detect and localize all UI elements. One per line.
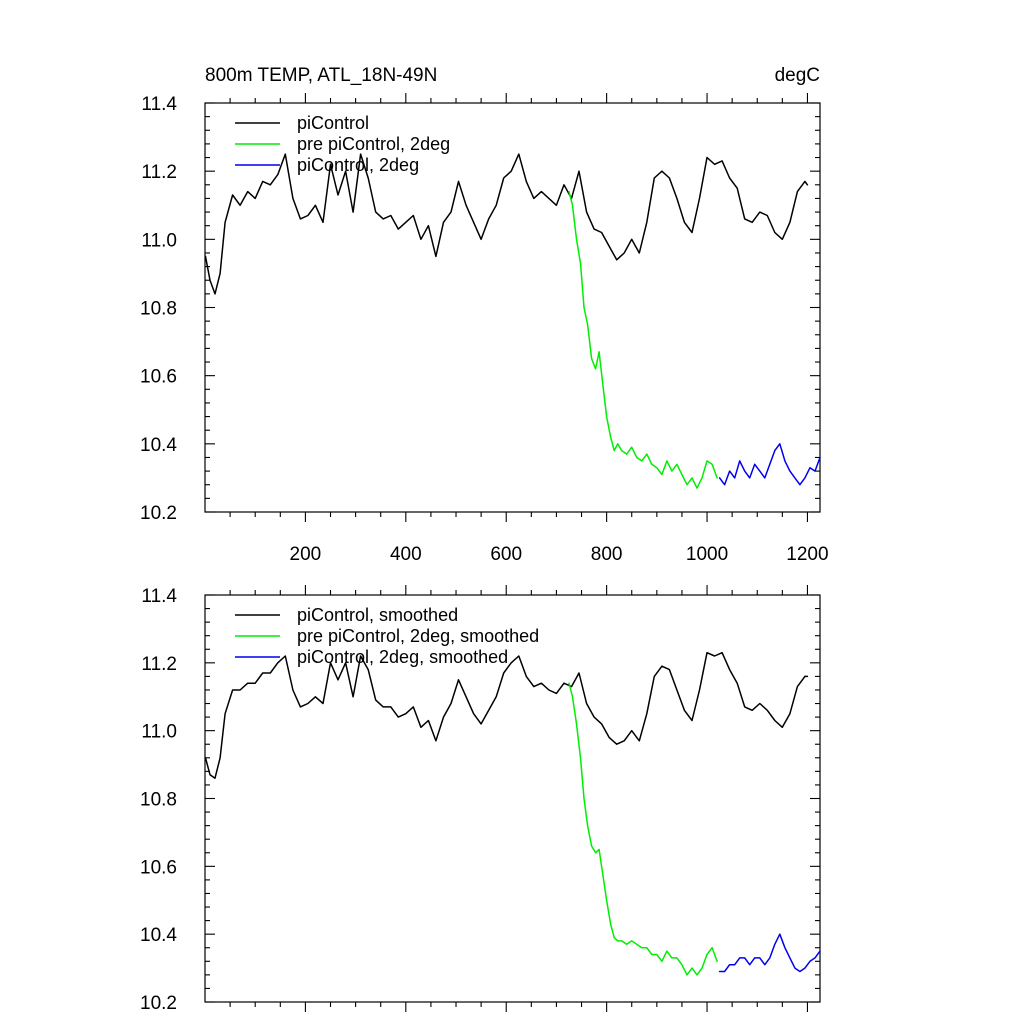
x-tick-label: 1200 (786, 544, 828, 565)
x-tick-label: 400 (390, 544, 422, 565)
y-tick-label: 11.0 (141, 722, 177, 743)
x-tick-label: 1000 (686, 544, 728, 565)
chart-title: 800m TEMP, ATL_18N-49N (205, 65, 437, 86)
units-label: degC (775, 65, 820, 86)
y-tick-label: 11.2 (141, 654, 177, 675)
x-tick-label: 800 (591, 544, 623, 565)
y-tick-label: 10.4 (140, 925, 177, 946)
y-tick-label: 11.2 (141, 162, 177, 183)
legend-label: pre piControl, 2deg, smoothed (297, 626, 539, 646)
y-tick-label: 11.4 (141, 94, 177, 115)
y-tick-label: 10.6 (140, 367, 177, 388)
y-tick-label: 10.2 (140, 993, 177, 1014)
legend-label: piControl, 2deg (297, 155, 419, 175)
series-line-3 (718, 933, 821, 973)
series-line-2 (568, 682, 718, 976)
y-tick-label: 10.6 (140, 857, 177, 878)
panel-2: 10.2 10.4 10.6 10.8 11.0 11.2 11.4 piControl, s… (140, 585, 821, 1014)
legend-label: piControl, 2deg, smoothed (297, 647, 508, 667)
series-line-3 (718, 443, 821, 486)
y-tick-label: 10.8 (140, 299, 177, 320)
y-tick-label: 11.4 (141, 586, 177, 607)
series-line-1 (204, 153, 809, 295)
y-tick-label: 10.8 (140, 790, 177, 811)
series-line-1 (204, 651, 809, 779)
legend-label: pre piControl, 2deg (297, 134, 450, 154)
legend-label: piControl (297, 113, 369, 133)
legend-label: piControl, smoothed (297, 605, 458, 625)
y-tick-label: 10.4 (140, 435, 177, 456)
y-tick-label: 10.2 (140, 503, 177, 524)
x-tick-label: 600 (490, 544, 522, 565)
x-tick-label: 200 (290, 544, 322, 565)
panel-1: 10.2 10.4 10.6 10.8 11.0 11.2 11.4 200 400 600 800… (140, 65, 829, 565)
y-tick-label: 11.0 (141, 230, 177, 251)
series-line-2 (568, 190, 718, 489)
